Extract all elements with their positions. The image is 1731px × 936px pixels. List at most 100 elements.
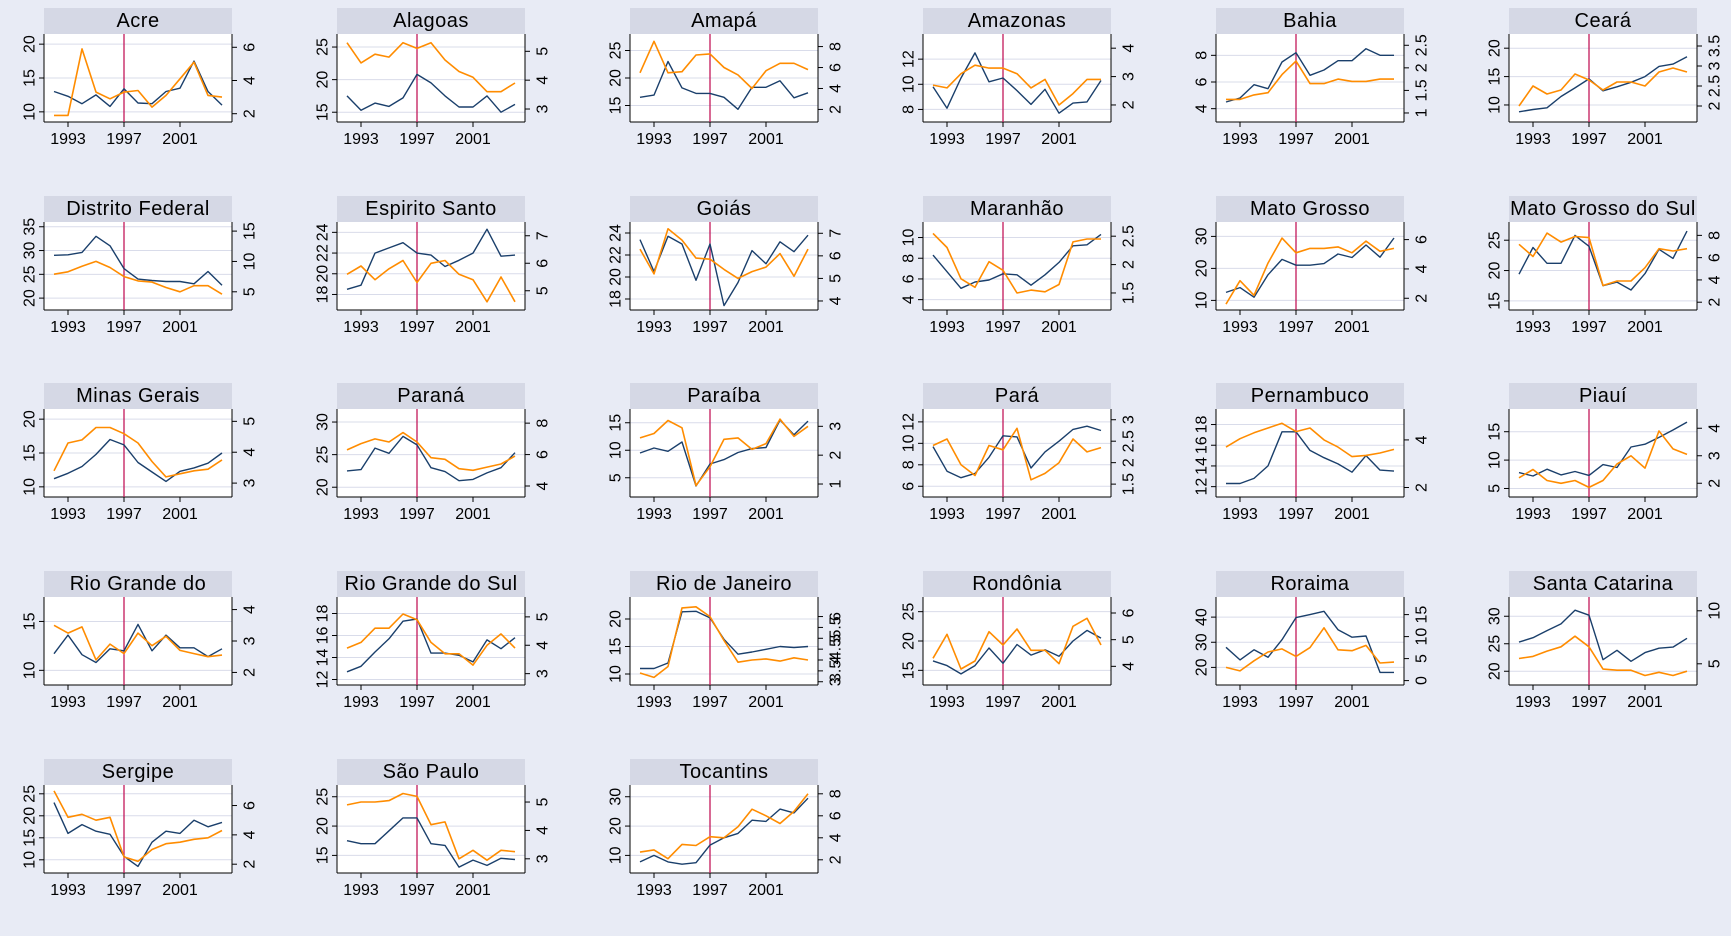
left-tick-label: 20 — [315, 817, 332, 835]
right-tick-label: 3 — [242, 479, 259, 488]
left-tick-label: 10 — [608, 665, 625, 683]
right-tick-label: 3 — [1707, 451, 1724, 460]
right-tick-label: 2 — [1414, 294, 1431, 303]
left-tick-label: 12 — [315, 671, 332, 689]
left-tick-label: 20 — [608, 817, 625, 835]
panel-plot: 8 10 12 2 3 4 1993 1997 2001 — [901, 34, 1138, 148]
right-tick-label: 4 — [535, 826, 552, 835]
panel-title: Pernambuco — [1216, 383, 1404, 409]
left-tick-label: 20 — [315, 71, 332, 89]
right-tick-label: 2 — [1121, 260, 1138, 269]
series-line-right-axis — [639, 40, 809, 90]
right-tick-label: 3 — [535, 669, 552, 678]
right-tick-label: 4 — [242, 76, 259, 85]
left-tick-label: 20 — [22, 35, 39, 53]
x-tick-label: 2001 — [748, 882, 784, 899]
left-tick-label: 20 — [315, 478, 332, 496]
panel-plot: 4 6 8 1 1.5 2 2.5 1993 1997 2001 — [1194, 34, 1431, 148]
x-tick-label: 1993 — [50, 131, 86, 148]
series-line-right-axis — [53, 426, 223, 478]
left-tick-label: 25 — [901, 603, 918, 621]
panel-title: Paraíba — [630, 383, 818, 409]
x-tick-label: 2001 — [748, 694, 784, 711]
right-tick-label: 4 — [1414, 435, 1431, 444]
left-tick-label: 8 — [901, 460, 918, 469]
panel-mato-grosso: Mato Grosso 10 20 30 2 4 6 1993 1997 2001 — [1173, 188, 1438, 373]
left-tick-label: 4 — [1194, 104, 1211, 113]
left-tick-label: 15 — [22, 69, 39, 87]
right-tick-label: 4.5 — [828, 638, 845, 660]
right-tick-label: 2.5 — [1414, 34, 1431, 56]
left-tick-label: 10 — [1487, 451, 1504, 469]
x-tick-label: 1997 — [1571, 694, 1607, 711]
x-tick-label: 2001 — [455, 319, 491, 336]
panel-plot: 4 6 8 10 1.5 2 2.5 1993 1997 2001 — [901, 222, 1138, 336]
x-tick-label: 1997 — [1278, 506, 1314, 523]
x-tick-label: 1997 — [692, 131, 728, 148]
right-tick-label: 6 — [828, 251, 845, 260]
panel-rio-de-janeiro: Rio de Janeiro 10 15 20 3 3.5 4 4.5 5 5.5 6 1993 199… — [587, 563, 852, 748]
left-tick-label: 15 — [315, 103, 332, 121]
panel-title: São Paulo — [337, 759, 525, 785]
x-tick-label: 1997 — [399, 882, 435, 899]
left-tick-label: 6 — [901, 482, 918, 491]
left-tick-label: 16 — [315, 627, 332, 645]
panel-plot: 15 20 25 2 4 6 8 1993 1997 2001 — [1487, 222, 1724, 336]
left-tick-label: 15 — [1487, 68, 1504, 86]
plot-area — [630, 222, 818, 310]
x-tick-label: 1997 — [1571, 319, 1607, 336]
x-tick-label: 1993 — [636, 694, 672, 711]
left-tick-label: 20 — [608, 610, 625, 628]
x-tick-label: 2001 — [1334, 694, 1370, 711]
right-tick-label: 1 — [1414, 108, 1431, 117]
x-tick-label: 1993 — [1222, 319, 1258, 336]
x-tick-label: 2001 — [1627, 319, 1663, 336]
x-tick-label: 1997 — [399, 131, 435, 148]
left-tick-label: 10 — [901, 434, 918, 452]
panel-rio-grande-do-sul: Rio Grande do Sul 12 14 16 18 3 4 5 1993 1997 2001 — [294, 563, 559, 748]
right-tick-label: 3 — [242, 636, 259, 645]
x-tick-label: 1997 — [985, 319, 1021, 336]
right-tick-label: 6 — [828, 811, 845, 820]
right-tick-label: 3.5 — [1707, 35, 1724, 57]
right-tick-label: 4 — [242, 448, 259, 457]
left-tick-label: 15 — [315, 846, 332, 864]
series-line-right-axis — [53, 624, 223, 661]
x-tick-label: 1993 — [636, 319, 672, 336]
right-tick-label: 6 — [828, 63, 845, 72]
series-line-right-axis — [53, 260, 223, 295]
panel-plot: 10 15 20 33.544.555.56 1993 1997 2001 — [608, 597, 845, 711]
plot-area — [1509, 597, 1697, 685]
right-tick-label: 3 — [828, 422, 845, 431]
left-tick-label: 30 — [1487, 607, 1504, 625]
panel-title: Espirito Santo — [337, 196, 525, 222]
x-tick-label: 2001 — [162, 882, 198, 899]
panel-title: Bahia — [1216, 8, 1404, 34]
panel-minas-gerais: Minas Gerais 10 15 20 3 4 5 1993 1997 2001 — [1, 375, 266, 560]
panel-title: Roraima — [1216, 571, 1404, 597]
left-tick-label: 5 — [1487, 484, 1504, 493]
series-line-right-axis — [1518, 430, 1688, 489]
series-line-left-axis — [346, 73, 516, 113]
left-tick-label: 15 — [22, 444, 39, 462]
x-tick-label: 1993 — [50, 319, 86, 336]
panel-plot: 10 15 20 2 4 6 1993 1997 2001 — [22, 34, 259, 148]
right-tick-label: 8 — [1707, 231, 1724, 240]
right-tick-label: 4 — [1414, 264, 1431, 273]
panel-title: Pará — [923, 383, 1111, 409]
panel-ceara: Ceará 10 15 20 2 2.5 3 3.5 1993 1997 2001 — [1466, 0, 1731, 185]
x-tick-label: 1997 — [106, 694, 142, 711]
right-tick-label: 6 — [828, 612, 845, 621]
series-line-left-axis — [1225, 237, 1395, 298]
series-line-left-axis — [346, 228, 516, 290]
panel-distrito-federal: Distrito Federal 20 25 30 35 5 10 15 1993 1997 200… — [1, 188, 266, 373]
left-tick-label: 18 — [315, 605, 332, 623]
left-tick-label: 15 — [608, 638, 625, 656]
panel-plot: 12 14 16 18 2 4 1993 1997 2001 — [1194, 409, 1431, 523]
right-tick-label: 3.5 — [828, 660, 845, 682]
right-tick-label: 6 — [242, 801, 259, 810]
left-tick-label: 20 — [1487, 39, 1504, 57]
x-tick-label: 2001 — [1041, 319, 1077, 336]
left-tick-label: 24 — [315, 223, 332, 241]
panel-title: Rio de Janeiro — [630, 571, 818, 597]
